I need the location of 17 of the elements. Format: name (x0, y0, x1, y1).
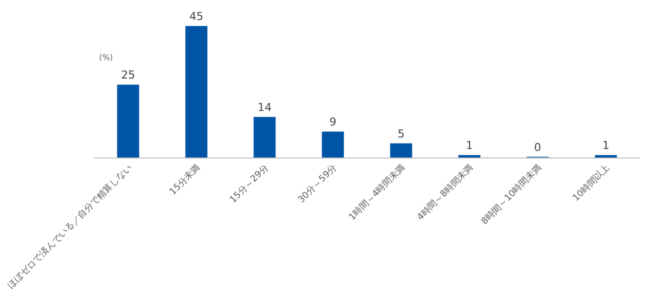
data-label: 45 (189, 10, 204, 23)
data-label: 5 (398, 127, 405, 140)
data-label: 14 (258, 100, 272, 114)
data-label: 9 (329, 116, 336, 129)
x-tick-label: ほぼゼロで済んでいる／自分で精算しない (6, 162, 134, 292)
data-label: 1 (602, 139, 610, 152)
x-tick-label: 15分～29分 (228, 162, 271, 206)
x-tick-label: 10時間以上 (570, 162, 612, 204)
data-label: 0 (534, 140, 542, 154)
data-label: 25 (121, 68, 136, 82)
x-tick-label: 30分～59分 (296, 162, 339, 206)
x-tick-label: 8時間～10時間未満 (479, 162, 544, 227)
data-label: 1 (466, 139, 473, 152)
y-axis-title: (%) (99, 53, 113, 62)
x-tick-label: 1時間～4時間未満 (346, 162, 408, 223)
x-tick-label: 15分未満 (168, 162, 202, 198)
x-tick-label: 4時間～8時間未満 (415, 162, 476, 223)
